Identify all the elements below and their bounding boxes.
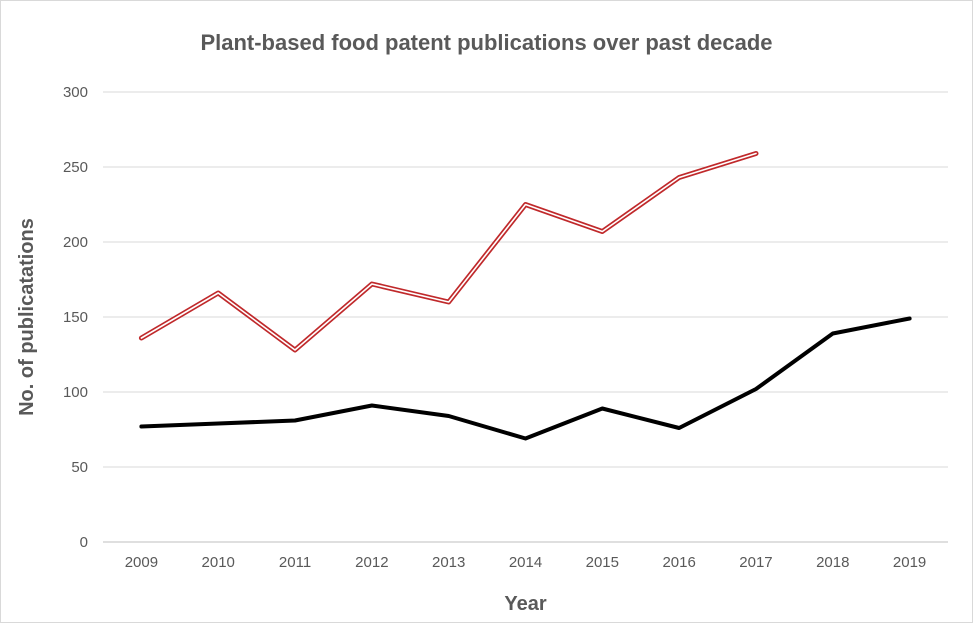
y-tick-label: 250 bbox=[63, 159, 88, 176]
series-line-1-inner bbox=[140, 152, 757, 351]
series-line-1 bbox=[138, 151, 759, 353]
y-tick-label: 300 bbox=[63, 84, 88, 101]
x-tick-label: 2014 bbox=[509, 554, 542, 571]
x-axis-title: Year bbox=[504, 593, 546, 615]
y-tick-label: 200 bbox=[63, 234, 88, 251]
x-tick-label: 2015 bbox=[586, 554, 619, 571]
x-tick-label: 2010 bbox=[202, 554, 235, 571]
y-tick-label: 0 bbox=[80, 534, 88, 551]
x-tick-label: 2018 bbox=[816, 554, 849, 571]
x-tick-label: 2017 bbox=[739, 554, 772, 571]
chart-title: Plant-based food patent publications ove… bbox=[200, 30, 773, 55]
y-tick-label: 150 bbox=[63, 309, 88, 326]
x-tick-label: 2013 bbox=[432, 554, 465, 571]
y-tick-label: 100 bbox=[63, 384, 88, 401]
x-tick-label: 2011 bbox=[279, 554, 311, 571]
y-axis-title: No. of publicatations bbox=[16, 218, 38, 416]
x-tick-label: 2019 bbox=[893, 554, 926, 571]
x-tick-label: 2009 bbox=[125, 554, 158, 571]
y-tick-label: 50 bbox=[71, 459, 88, 476]
x-tick-label: 2012 bbox=[355, 554, 388, 571]
y-axis-ticks: 0 50 100 150 200 250 300 bbox=[63, 84, 88, 551]
x-axis-ticks: 2009 2010 2011 2012 2013 2014 2015 2016 2017 2018… bbox=[125, 554, 927, 571]
series-lines bbox=[138, 151, 912, 441]
gridlines bbox=[103, 91, 948, 543]
x-tick-label: 2016 bbox=[662, 554, 695, 571]
series-line-2 bbox=[139, 316, 912, 441]
